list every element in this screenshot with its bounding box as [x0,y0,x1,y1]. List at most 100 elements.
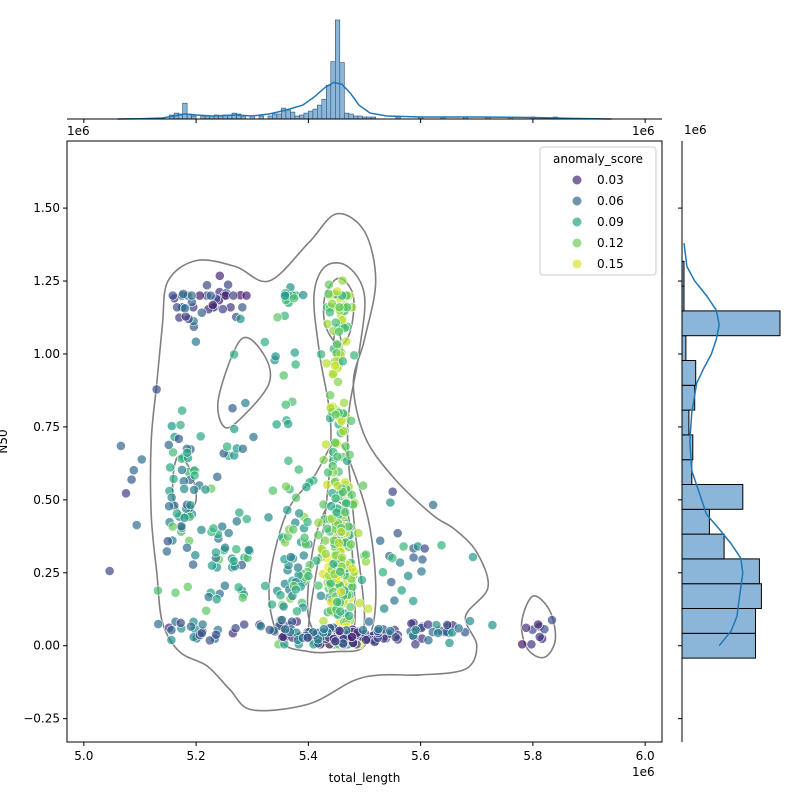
scatter-point [116,440,126,451]
scatter-point [175,618,186,628]
scatter-point [165,462,175,473]
scatter-point [410,625,421,635]
scatter-point [361,549,371,560]
scatter-point [248,432,259,442]
scatter-point [126,474,137,485]
scatter-point [298,550,309,561]
scatter-point [387,553,398,563]
x-axis-label: total_length [329,771,401,785]
scatter-point [264,625,275,635]
x-tick-label: 5.0 [74,749,93,763]
scatter-point [229,349,239,360]
legend-entry-label: 0.15 [597,257,624,271]
top-marginal-axes: 1e6 1e6 [67,19,662,138]
scatter-point [321,358,332,369]
scatter-point [229,424,240,434]
legend-entries: 0.03 0.06 0.09 0.12 0.15 [571,173,624,271]
scatter-point [465,616,475,626]
scatter-point [282,505,293,515]
scatter-point [162,536,173,547]
scatter-point [275,590,286,601]
scatter-point [294,508,305,519]
scatter-point [334,326,344,337]
scatter-point [196,307,207,318]
scatter-point [290,584,301,595]
scatter-point [212,471,223,482]
scatter-point [207,300,218,310]
y-tick-label: −0.25 [23,712,60,726]
y-tick-label: 0.00 [33,639,60,653]
right-histogram-bar [681,558,760,585]
scatter-point [166,635,177,645]
scatter-point [280,399,291,410]
x-tick-label: 5.4 [299,749,318,763]
right-histogram-bar [681,459,693,486]
scatter-point [267,485,278,496]
scatter-point [344,449,355,460]
legend-marker [571,174,583,186]
scatter-point [197,619,208,630]
kde-contour [268,440,377,654]
kde-contour [216,336,272,429]
scatter-point [330,360,340,371]
top-histogram-bars [168,19,558,120]
scatter-point [377,567,388,578]
scatter-point [255,621,266,632]
scatter-point [211,547,221,558]
scatter-point [444,638,455,648]
x-axis-offset-label: 1e6 [632,765,655,779]
scatter-point [389,595,400,606]
scatter-point [237,443,248,454]
scatter-point [190,336,201,347]
legend-marker [571,237,583,249]
scatter-point [166,421,177,431]
scatter-point [423,635,434,646]
scatter-point [330,317,341,328]
scatter-point [271,419,282,430]
scatter-point [344,610,355,621]
scatter-point [337,275,348,286]
scatter-point [346,632,357,642]
scatter-point [281,481,291,492]
scatter-point [219,580,230,591]
scatter-point [313,530,324,540]
scatter-point [385,626,396,636]
right-histogram-bar [681,409,690,436]
scatter-point [396,585,407,596]
y-tick-label: 1.25 [33,274,60,288]
scatter-point [276,615,287,625]
scatter-point [318,455,329,465]
scatter-point [517,639,528,650]
scatter-point [289,347,300,358]
scatter-point [373,624,384,634]
scatter-point [356,575,367,585]
scatter-point [315,590,326,601]
y-tick-label: 0.75 [33,420,60,434]
right-axis-ticks [678,207,682,720]
right-histogram-bar [681,583,762,610]
scatter-point [235,313,246,324]
scatter-point [433,628,443,638]
scatter-point [234,507,245,518]
scatter-point [398,541,409,552]
scatter-point [182,542,192,553]
legend-frame [539,146,657,276]
scatter-point [379,603,390,614]
right-histogram-bar [681,484,744,510]
right-histogram-bar [681,608,756,634]
scatter-point [321,439,331,450]
scatter-point [259,337,270,347]
scatter-point [175,420,186,430]
scatter-point [185,500,196,510]
scatter-point [334,625,345,636]
scatter-point [363,603,374,614]
scatter-point [179,512,190,523]
scatter-point [173,433,184,444]
scatter-point [196,525,207,535]
x-tick-label: 6.0 [636,749,655,763]
top-histogram-bar [299,114,305,120]
scatter-point [179,483,190,494]
top-histogram-bar [312,108,318,120]
y-tick-label: 1.00 [33,347,60,361]
scatter-point [419,543,430,554]
